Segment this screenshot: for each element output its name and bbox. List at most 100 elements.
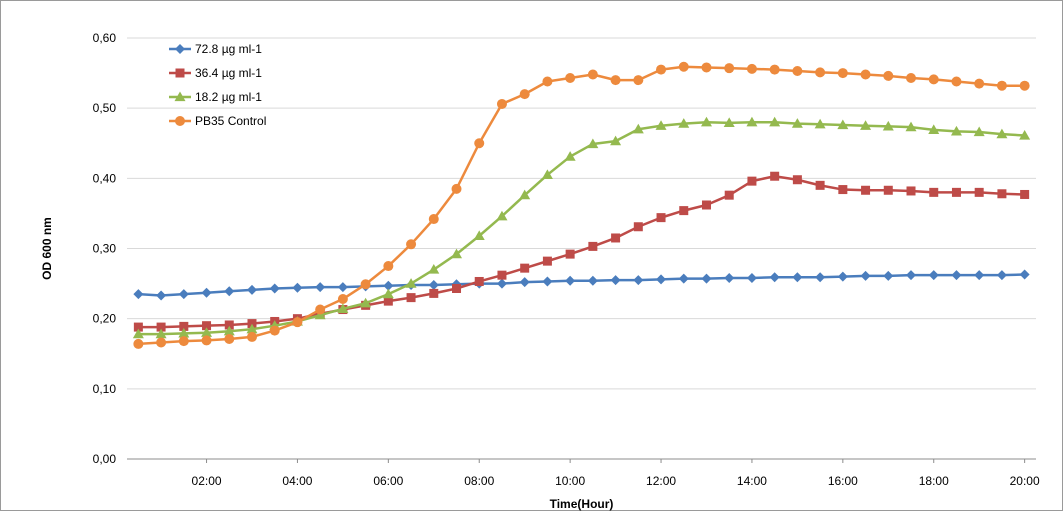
y-tick-label: 0,40 — [93, 171, 117, 185]
x-tick-label: 02:00 — [192, 474, 222, 488]
data-point — [792, 272, 803, 283]
data-point — [360, 297, 372, 308]
data-point — [178, 289, 189, 300]
data-point — [837, 119, 849, 130]
data-point — [337, 294, 348, 305]
data-point — [974, 78, 985, 89]
data-point — [292, 317, 303, 328]
data-point — [633, 222, 643, 232]
data-point — [746, 63, 757, 74]
data-point — [519, 89, 530, 100]
data-point — [337, 303, 349, 313]
data-point — [383, 280, 394, 291]
data-point — [496, 210, 508, 221]
data-point — [178, 336, 189, 347]
legend-marker — [175, 68, 185, 78]
data-point — [997, 189, 1007, 199]
data-point — [542, 256, 552, 266]
data-point — [746, 116, 758, 127]
data-point — [587, 138, 599, 149]
data-point — [565, 72, 576, 83]
legend-entry: 72.8 µg ml-1 — [169, 42, 262, 56]
data-point — [678, 118, 690, 128]
legend: 72.8 µg ml-1 36.4 µg ml-1 18.2 µg ml-1 PB35… — [169, 42, 266, 128]
y-tick-label: 0,10 — [93, 382, 117, 396]
x-tick-label: 18:00 — [919, 474, 949, 488]
data-point — [769, 116, 781, 127]
legend-label: 18.2 µg ml-1 — [195, 90, 262, 104]
data-point — [564, 151, 576, 161]
y-tick-label: 0,20 — [93, 312, 117, 326]
data-point — [701, 62, 712, 73]
data-point — [996, 270, 1007, 281]
data-point — [246, 331, 257, 342]
legend-label: PB35 Control — [195, 114, 266, 128]
data-point — [246, 284, 257, 295]
data-point — [791, 118, 803, 128]
data-point — [587, 275, 598, 286]
data-point — [724, 190, 734, 200]
x-tick-label: 12:00 — [646, 474, 676, 488]
data-point — [837, 68, 848, 79]
data-point — [315, 282, 326, 293]
legend-entry: 18.2 µg ml-1 — [169, 90, 262, 104]
data-point — [860, 270, 871, 281]
data-point — [497, 270, 507, 280]
data-point — [406, 239, 417, 250]
data-point — [700, 116, 712, 127]
x-tick-label: 10:00 — [555, 474, 585, 488]
data-point — [610, 275, 621, 286]
data-point — [906, 270, 917, 281]
data-point — [201, 287, 212, 298]
data-point — [587, 69, 598, 80]
data-point — [406, 293, 416, 303]
x-axis-title: Time(Hour) — [550, 497, 614, 511]
data-point — [519, 189, 531, 200]
data-point — [814, 118, 826, 129]
data-point — [656, 274, 667, 285]
series-3 — [132, 116, 1031, 339]
data-point — [679, 206, 689, 216]
data-point — [224, 286, 235, 297]
data-point — [906, 186, 916, 196]
x-tick-label: 06:00 — [373, 474, 403, 488]
data-point — [974, 270, 985, 281]
data-point — [905, 121, 917, 132]
data-point — [428, 214, 439, 225]
data-point — [928, 124, 940, 135]
series-line — [138, 273, 1025, 297]
data-point — [383, 261, 394, 272]
data-point — [633, 75, 644, 86]
data-point — [1020, 189, 1030, 199]
data-point — [655, 120, 667, 130]
data-point — [337, 282, 348, 293]
data-point — [382, 288, 394, 299]
data-point — [950, 125, 962, 136]
data-point — [792, 175, 802, 185]
data-point — [815, 180, 825, 190]
x-tick-label: 14:00 — [737, 474, 767, 488]
data-point — [883, 270, 894, 281]
data-point — [451, 248, 463, 259]
data-point — [519, 277, 530, 288]
series-2 — [133, 171, 1030, 332]
data-point — [269, 283, 280, 294]
data-point — [747, 176, 757, 186]
x-tick-labels: 02:00 04:00 06:00 08:00 10:00 12:00 14:00 16:00… — [192, 459, 1040, 488]
series — [132, 61, 1031, 349]
data-point — [770, 171, 780, 181]
data-point — [132, 328, 144, 339]
data-point — [610, 135, 622, 146]
data-point — [496, 98, 507, 109]
data-point — [133, 289, 144, 300]
legend-entry: 36.4 µg ml-1 — [169, 66, 262, 80]
data-point — [678, 273, 689, 284]
data-point — [247, 319, 257, 329]
legend-marker — [175, 116, 185, 126]
data-point — [656, 213, 666, 223]
data-point — [133, 338, 144, 349]
data-point — [428, 279, 439, 290]
data-point — [155, 328, 167, 339]
data-point — [656, 64, 667, 75]
